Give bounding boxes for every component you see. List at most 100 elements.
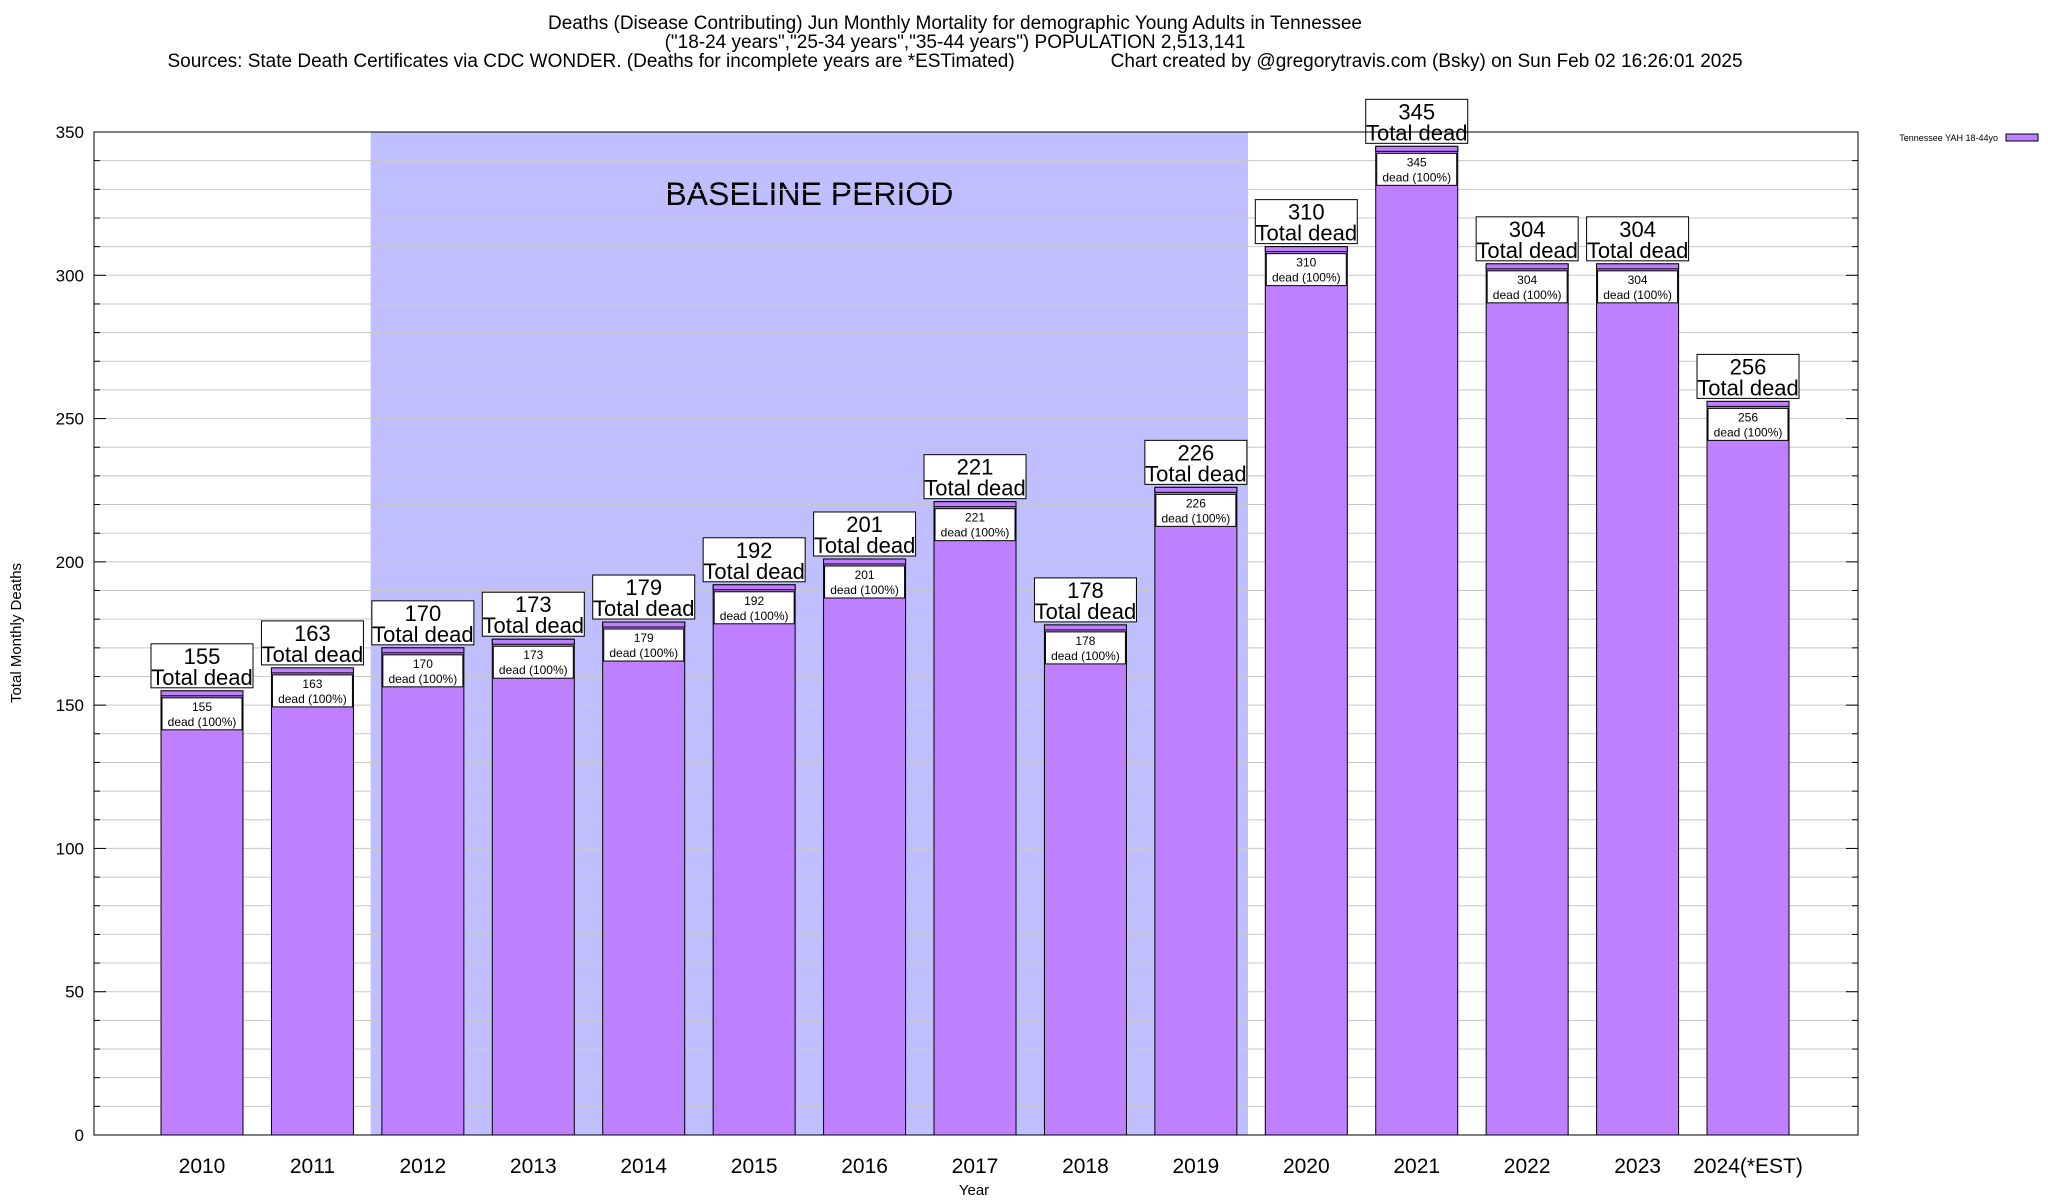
bar-cap-2016 — [823, 558, 907, 565]
segment-label-box — [492, 645, 574, 679]
segment-text-label: dead (100%) — [389, 672, 458, 686]
segment-value-label: 345 — [1407, 155, 1427, 169]
chart-sources-line: Sources: State Death Certificates via CD… — [0, 52, 1910, 71]
segment-text-label: dead (100%) — [941, 526, 1010, 540]
bar-cap-2017 — [933, 501, 1017, 508]
bar-2021 — [1375, 145, 1459, 1136]
bar-cap-2020 — [1264, 246, 1348, 253]
bar-2011 — [270, 667, 354, 1136]
segment-label-box — [824, 565, 906, 599]
total-value-label: 192 — [736, 538, 773, 563]
segment-value-label: 304 — [1628, 273, 1648, 287]
segment-value-label: 170 — [413, 657, 433, 671]
segment-label-box — [161, 697, 243, 731]
bar-cap-2021 — [1375, 145, 1459, 152]
total-value-label: 310 — [1288, 200, 1325, 225]
bar-2010 — [160, 690, 244, 1136]
chart-title-block: Deaths (Disease Contributing) Jun Monthl… — [0, 14, 1910, 71]
x-tick-label: 2021 — [1393, 1155, 1440, 1178]
bar-2012 — [381, 647, 465, 1136]
bar-2023 — [1596, 263, 1680, 1136]
segment-value-label: 310 — [1296, 256, 1316, 270]
segment-text-label: dead (100%) — [830, 583, 899, 597]
segment-label-box — [1597, 270, 1679, 304]
y-tick-label: 0 — [75, 1126, 84, 1145]
total-label-box — [1696, 353, 1800, 399]
total-value-label: 173 — [515, 592, 552, 617]
x-tick-label: 2024(*EST) — [1693, 1155, 1803, 1178]
segment-value-label: 179 — [634, 631, 654, 645]
total-value-label: 226 — [1178, 440, 1215, 465]
y-tick-label: 350 — [56, 123, 84, 142]
bar-cap-2018 — [1043, 624, 1127, 631]
total-value-label: 221 — [957, 455, 994, 480]
bar-2013 — [491, 638, 575, 1136]
segment-value-label: 256 — [1738, 410, 1758, 424]
segment-label-box — [603, 628, 685, 662]
y-tick-label: 100 — [56, 839, 84, 858]
segment-text-label: dead (100%) — [1051, 649, 1120, 663]
segment-text-label: dead (100%) — [1493, 288, 1562, 302]
total-label-box — [592, 574, 696, 620]
total-value-label: 179 — [625, 575, 662, 600]
x-tick-label: 2020 — [1283, 1155, 1330, 1178]
chart-sources: Sources: State Death Certificates via CD… — [167, 51, 1015, 72]
total-text-label: Total dead — [1035, 599, 1137, 624]
x-tick-label: 2011 — [290, 1155, 335, 1178]
segment-text-label: dead (100%) — [1272, 271, 1341, 285]
total-text-label: Total dead — [151, 665, 253, 690]
x-tick-label: 2022 — [1504, 1155, 1551, 1178]
bar-2014 — [602, 621, 686, 1136]
segment-value-label: 192 — [744, 594, 764, 608]
y-tick-label: 200 — [56, 553, 84, 572]
total-value-label: 170 — [405, 601, 442, 626]
segment-text-label: dead (100%) — [609, 646, 678, 660]
y-axis-title: Total Monthly Deaths — [8, 563, 25, 703]
segment-value-label: 173 — [523, 648, 543, 662]
total-text-label: Total dead — [1587, 238, 1689, 263]
bar-2020 — [1264, 246, 1348, 1136]
segment-text-label: dead (100%) — [1162, 511, 1231, 525]
total-label-box — [1033, 577, 1137, 623]
segment-value-label: 226 — [1186, 496, 1206, 510]
bar-cap-2013 — [491, 638, 575, 645]
bar-cap-2010 — [160, 690, 244, 697]
y-tick-label: 50 — [65, 983, 84, 1002]
bar-2024(*EST) — [1706, 400, 1790, 1136]
total-label-box — [260, 620, 364, 666]
x-tick-label: 2019 — [1173, 1155, 1220, 1178]
segment-value-label: 201 — [855, 568, 875, 582]
total-value-label: 178 — [1067, 578, 1104, 603]
bar-cap-2023 — [1596, 263, 1680, 270]
x-tick-label: 2023 — [1614, 1155, 1661, 1178]
segment-label-box — [1155, 493, 1237, 527]
total-value-label: 304 — [1509, 217, 1546, 242]
total-label-box — [1475, 216, 1579, 262]
total-text-label: Total dead — [924, 476, 1026, 501]
bar-2017 — [933, 501, 1017, 1136]
segment-text-label: dead (100%) — [1382, 170, 1451, 184]
y-tick-label: 250 — [56, 410, 84, 429]
total-text-label: Total dead — [483, 613, 585, 638]
total-text-label: Total dead — [593, 596, 695, 621]
total-text-label: Total dead — [372, 622, 474, 647]
total-label-box — [1365, 98, 1469, 144]
bar-cap-2022 — [1485, 263, 1569, 270]
segment-label-box — [1486, 270, 1568, 304]
segment-text-label: dead (100%) — [1603, 288, 1672, 302]
plot-frame — [93, 131, 1859, 1136]
x-tick-label: 2016 — [841, 1155, 888, 1178]
x-tick-label: 2017 — [952, 1155, 999, 1178]
segment-value-label: 304 — [1517, 273, 1537, 287]
segment-value-label: 178 — [1075, 634, 1095, 648]
segment-text-label: dead (100%) — [499, 663, 568, 677]
total-text-label: Total dead — [1145, 461, 1247, 486]
x-tick-label: 2013 — [510, 1155, 557, 1178]
baseline-period-label: BASELINE PERIOD — [665, 176, 953, 212]
total-text-label: Total dead — [1476, 238, 1578, 263]
total-text-label: Total dead — [1697, 375, 1799, 400]
y-tick-label: 150 — [56, 696, 84, 715]
bar-2015 — [712, 584, 796, 1136]
segment-label-box — [713, 591, 795, 625]
